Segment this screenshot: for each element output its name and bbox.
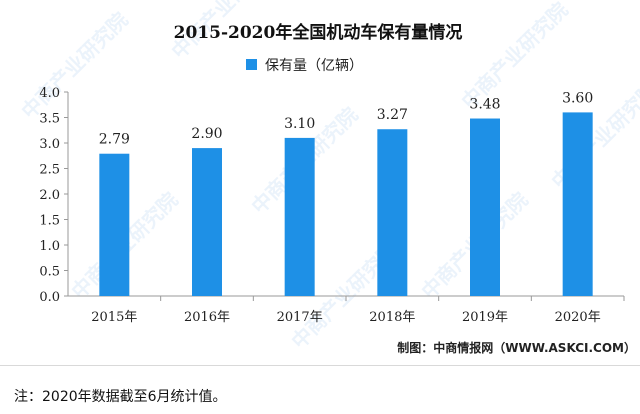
- x-tick-label: 2018年: [369, 310, 415, 325]
- data-label: 3.60: [562, 90, 593, 106]
- watermark-text: 中商产业研究院: [17, 8, 133, 124]
- bar: [562, 112, 593, 297]
- data-label: 3.10: [284, 116, 315, 132]
- legend-swatch: [246, 59, 257, 70]
- bar: [377, 129, 408, 296]
- x-tick-label: 2020年: [555, 310, 601, 325]
- x-tick-label: 2017年: [277, 310, 323, 325]
- data-label: 2.79: [99, 132, 130, 148]
- bar: [470, 118, 500, 297]
- y-tick-label: 0.5: [39, 265, 60, 280]
- y-tick-label: 3.5: [39, 112, 60, 127]
- bar: [192, 148, 222, 296]
- y-tick-label: 4.0: [39, 86, 60, 101]
- chart-panel: 中商产业研究院中商产业研究院中商产业研究院中商产业研究院中商产业研究院中商产业研…: [0, 0, 640, 366]
- watermark-text: 中商产业研究院: [547, 78, 640, 194]
- y-tick-label: 1.0: [39, 239, 60, 254]
- y-tick-label: 1.5: [39, 214, 60, 229]
- y-tick-label: 2.5: [39, 163, 60, 178]
- y-tick-label: 0.0: [39, 290, 60, 305]
- data-label: 3.27: [377, 107, 408, 123]
- y-tick-label: 2.0: [39, 188, 60, 203]
- x-tick-label: 2019年: [462, 310, 508, 325]
- chart-title: 2015-2020年全国机动车保有量情况: [174, 22, 463, 43]
- bar-chart: 中商产业研究院中商产业研究院中商产业研究院中商产业研究院中商产业研究院中商产业研…: [17, 0, 640, 355]
- x-tick-label: 2016年: [184, 310, 230, 325]
- bar: [99, 153, 130, 296]
- legend-label: 保有量（亿辆）: [265, 58, 363, 74]
- data-label: 2.90: [191, 126, 222, 142]
- footnote: 注：2020年数据截至6月统计值。: [14, 389, 227, 405]
- y-tick-label: 3.0: [39, 137, 60, 152]
- x-tick-label: 2015年: [91, 310, 137, 325]
- source-credit: 制图：中商情报网（WWW.ASKCI.COM）: [397, 340, 636, 355]
- data-label: 3.48: [469, 97, 500, 113]
- bar: [284, 137, 315, 296]
